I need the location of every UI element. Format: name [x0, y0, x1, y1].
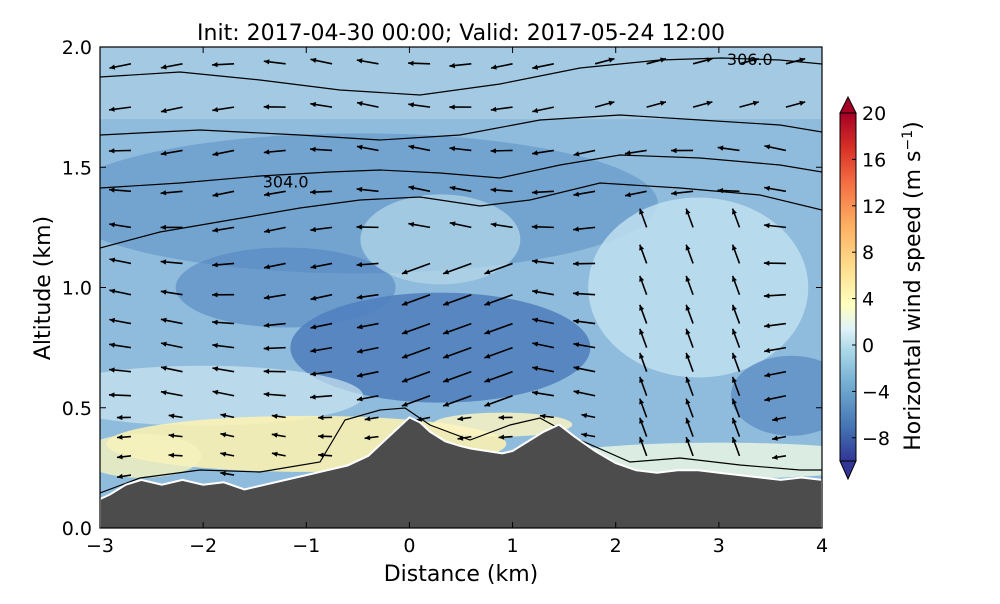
- colorbar-label-close: ): [901, 121, 926, 130]
- plot-area: [43, 47, 899, 533]
- x-tick-label: 2: [610, 535, 622, 557]
- colorbar-tick-label: −4: [862, 381, 890, 403]
- field-core-right: [731, 356, 851, 436]
- x-tick-label: −2: [189, 535, 217, 557]
- colorbar-tick-label: 4: [862, 289, 874, 311]
- field-light-center: [360, 194, 520, 284]
- colorbar-tick-label: 20: [862, 103, 886, 125]
- y-tick-label: 0.0: [62, 518, 92, 540]
- colorbar-tick-label: 0: [862, 335, 874, 357]
- x-tick-label: 4: [816, 535, 828, 557]
- contour-label: 304.0: [263, 173, 309, 192]
- y-axis-label: Altitude (km): [31, 216, 56, 360]
- colorbar-tick-label: −8: [862, 428, 890, 450]
- field-yellow-farleft: [81, 434, 201, 478]
- x-tick-label: 0: [403, 535, 415, 557]
- colorbar-tick-label: 16: [862, 149, 886, 171]
- contour-label: 306.0: [727, 50, 773, 69]
- x-tick-label: −1: [292, 535, 320, 557]
- colorbar-max-arrow: [840, 97, 856, 113]
- colorbar-tick-label: 8: [862, 242, 874, 264]
- colorbar-label-exponent: −1: [900, 130, 916, 151]
- field-core-left: [176, 248, 396, 328]
- field-light-right: [588, 198, 808, 378]
- colorbar-tick-label: 12: [862, 196, 886, 218]
- colorbar-gradient: [840, 113, 856, 461]
- colorbar-min-arrow: [840, 461, 856, 479]
- x-tick-label: 3: [713, 535, 725, 557]
- y-tick-label: 1.0: [62, 278, 92, 300]
- x-axis-label: Distance (km): [384, 562, 539, 587]
- y-tick-label: 2.0: [62, 37, 92, 59]
- colorbar: −8 −4 0 4 8 12 16 20: [840, 97, 890, 479]
- y-tick-label: 0.5: [62, 398, 92, 420]
- field-core-upper: [58, 133, 658, 273]
- colorbar-label: Horizontal wind speed (m s−1): [900, 121, 926, 451]
- x-tick-label: 1: [507, 535, 519, 557]
- chart-title: Init: 2017-04-30 00:00; Valid: 2017-05-2…: [197, 21, 725, 46]
- y-tick-label: 1.5: [62, 157, 92, 179]
- colorbar-label-main: Horizontal wind speed (m s: [901, 150, 926, 450]
